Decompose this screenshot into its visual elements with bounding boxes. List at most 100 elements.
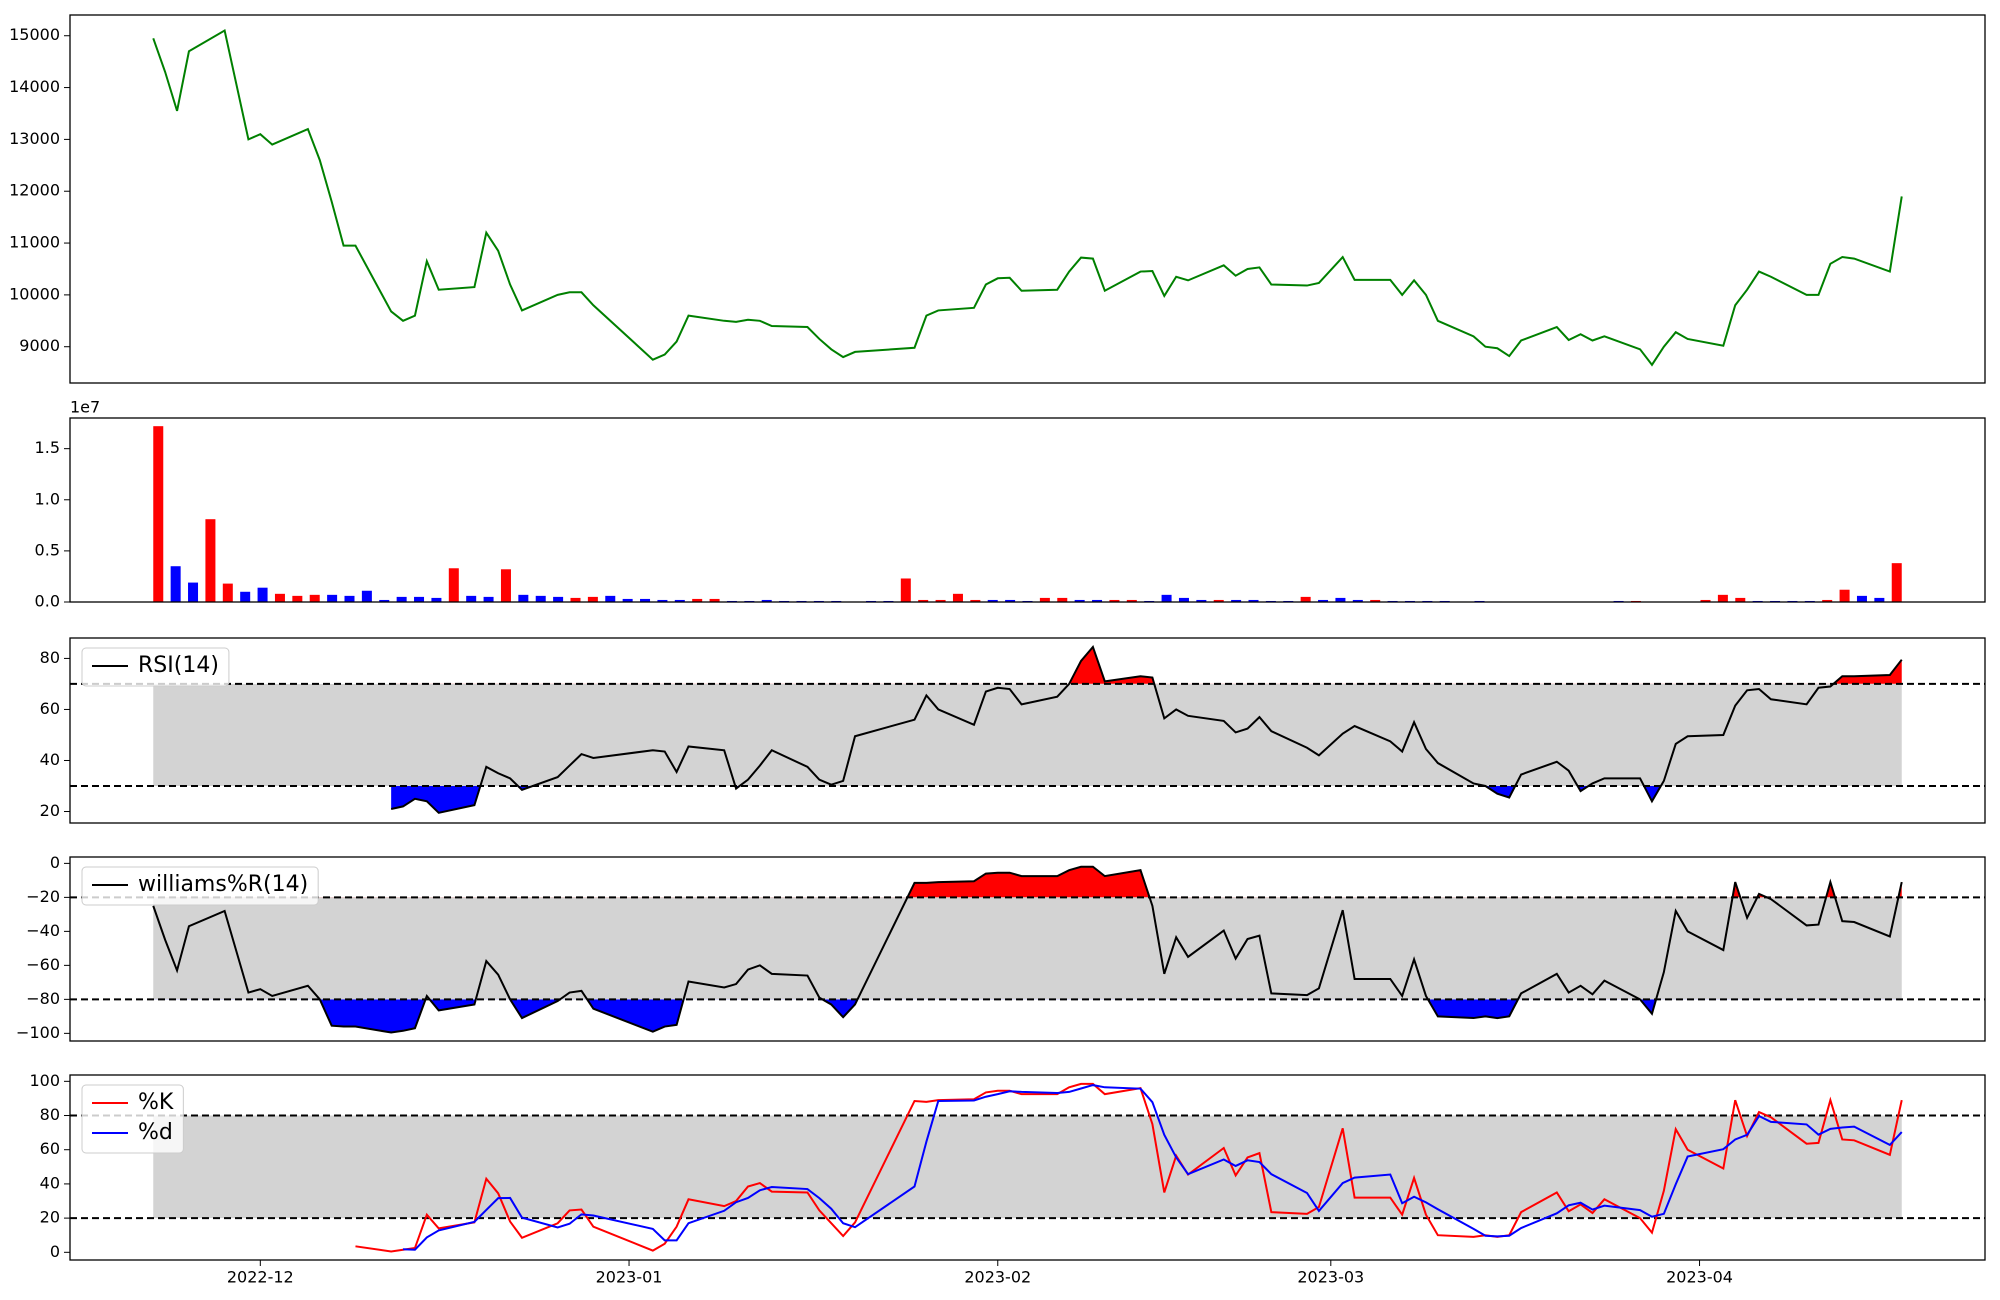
volume-bar bbox=[657, 599, 668, 602]
volume-bar bbox=[327, 594, 338, 602]
y-tick-label: −100 bbox=[16, 1023, 60, 1042]
volume-bar bbox=[466, 595, 477, 602]
volume-bar bbox=[1057, 597, 1068, 602]
volume-bar bbox=[1092, 599, 1103, 602]
y-tick-label: 20 bbox=[40, 1208, 60, 1227]
volume-bar bbox=[257, 587, 268, 602]
volume-bar bbox=[1335, 597, 1346, 602]
y-tick-label: 1.0 bbox=[35, 489, 60, 508]
volume-bar bbox=[1231, 599, 1242, 602]
x-tick-label: 2023-01 bbox=[596, 1268, 663, 1287]
y-tick-label: 0 bbox=[50, 1242, 60, 1261]
y-tick-label: 1.5 bbox=[35, 438, 60, 457]
plot-frame bbox=[69, 14, 1986, 384]
legend-box bbox=[81, 647, 230, 687]
volume-bar bbox=[500, 569, 511, 602]
volume-bar bbox=[1005, 599, 1016, 602]
oversold-fill bbox=[153, 999, 1902, 1033]
neutral-band bbox=[153, 897, 1902, 1000]
volume-bar bbox=[970, 599, 981, 602]
volume-bar bbox=[1213, 599, 1224, 602]
series-line bbox=[403, 1084, 1903, 1251]
volume-bar bbox=[205, 519, 216, 602]
x-tick-label: 2023-04 bbox=[1666, 1268, 1733, 1287]
volume-bar bbox=[1126, 599, 1137, 602]
volume-bar bbox=[553, 596, 564, 602]
y-tick-label: 20 bbox=[40, 801, 60, 820]
y-tick-label: −60 bbox=[26, 955, 60, 974]
plot-frame bbox=[69, 856, 1986, 1042]
volume-bar bbox=[240, 591, 251, 602]
volume-bar bbox=[483, 596, 494, 602]
series-line bbox=[152, 865, 1903, 1034]
volume-bar bbox=[309, 594, 320, 602]
volume-bar bbox=[344, 595, 355, 602]
legend-label: %K bbox=[138, 1090, 174, 1115]
volume-bar bbox=[674, 599, 685, 602]
volume-bar bbox=[431, 597, 442, 602]
y-tick-label: 60 bbox=[40, 1139, 60, 1158]
volume-bar bbox=[1735, 597, 1746, 602]
y-tick-label: 40 bbox=[40, 750, 60, 769]
neutral-band bbox=[153, 683, 1902, 786]
y-tick-label: 15000 bbox=[9, 25, 60, 44]
volume-bar bbox=[622, 598, 633, 602]
volume-bar bbox=[709, 598, 720, 602]
volume-bar bbox=[640, 598, 651, 602]
volume-bar bbox=[952, 593, 963, 602]
x-tick-label: 2023-03 bbox=[1297, 1268, 1364, 1287]
y-tick-label: 12000 bbox=[9, 181, 60, 200]
volume-bar bbox=[1822, 599, 1833, 602]
y-tick-label: 60 bbox=[40, 699, 60, 718]
y-tick-label: 0 bbox=[50, 853, 60, 872]
volume-bar bbox=[761, 599, 772, 602]
volume-bar bbox=[987, 599, 998, 602]
series-line bbox=[355, 1082, 1903, 1253]
legend-label: williams%R(14) bbox=[138, 872, 308, 897]
y-tick-label: 100 bbox=[29, 1071, 60, 1090]
volume-bar bbox=[1248, 599, 1259, 602]
y-tick-label: −80 bbox=[26, 989, 60, 1008]
x-tick-label: 2023-02 bbox=[964, 1268, 1031, 1287]
legend: %K %d bbox=[81, 1084, 184, 1154]
legend: RSI(14) bbox=[81, 647, 230, 687]
volume-bar bbox=[1891, 563, 1902, 602]
volume-bar bbox=[1178, 597, 1189, 602]
volume-bar bbox=[1370, 599, 1381, 602]
volume-bar bbox=[692, 598, 703, 602]
legend-box bbox=[81, 866, 319, 906]
legend: williams%R(14) bbox=[81, 866, 319, 906]
volume-bar bbox=[1074, 599, 1085, 602]
volume-bar bbox=[1717, 594, 1728, 602]
y-tick-label: 80 bbox=[40, 648, 60, 667]
neutral-band bbox=[153, 1115, 1902, 1219]
y-tick-label: −20 bbox=[26, 887, 60, 906]
volume-bar bbox=[900, 578, 911, 602]
y-tick-label: 0.5 bbox=[35, 540, 60, 559]
volume-bar bbox=[153, 426, 164, 602]
volume-bar bbox=[292, 595, 303, 602]
plot-frame bbox=[69, 1074, 1986, 1261]
plot-frame bbox=[69, 417, 1986, 603]
volume-bar bbox=[1700, 599, 1711, 602]
y-tick-label: 11000 bbox=[9, 233, 60, 252]
volume-bar bbox=[1874, 597, 1885, 602]
volume-bar bbox=[396, 596, 407, 602]
volume-bar bbox=[518, 594, 529, 602]
overbought-fill bbox=[153, 866, 1902, 898]
volume-bar bbox=[448, 568, 459, 602]
volume-bar bbox=[587, 596, 598, 602]
volume-bar bbox=[1196, 599, 1207, 602]
y-tick-label: 0.0 bbox=[35, 592, 60, 611]
y-tick-label: 13000 bbox=[9, 129, 60, 148]
volume-bar bbox=[1318, 599, 1329, 602]
volume-bar bbox=[605, 595, 616, 602]
volume-bar bbox=[274, 593, 285, 602]
volume-bar bbox=[1352, 599, 1363, 602]
volume-bar bbox=[222, 583, 233, 602]
volume-bar bbox=[188, 582, 199, 602]
volume-bar bbox=[1039, 597, 1050, 602]
y-tick-label: 40 bbox=[40, 1173, 60, 1192]
